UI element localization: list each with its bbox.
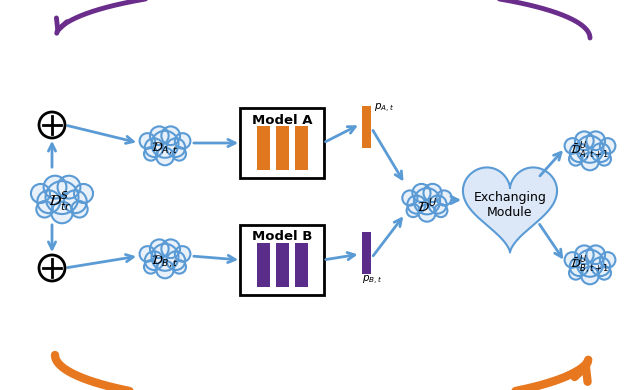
Circle shape <box>175 133 191 149</box>
Circle shape <box>156 261 174 278</box>
FancyBboxPatch shape <box>240 108 324 178</box>
Bar <box>294 243 307 287</box>
Circle shape <box>435 204 447 217</box>
Circle shape <box>412 184 431 202</box>
Circle shape <box>577 250 604 277</box>
Circle shape <box>166 138 185 157</box>
Circle shape <box>600 138 616 154</box>
Text: $\mathcal{D}_{A,t}$: $\mathcal{D}_{A,t}$ <box>151 141 179 157</box>
Circle shape <box>161 126 180 145</box>
Circle shape <box>173 260 186 274</box>
Circle shape <box>161 239 180 258</box>
Circle shape <box>74 184 93 203</box>
Circle shape <box>570 257 588 276</box>
Circle shape <box>39 255 65 281</box>
Circle shape <box>407 195 426 214</box>
Text: $\bar{\mathcal{D}}_{B,t+1}^{U}$: $\bar{\mathcal{D}}_{B,t+1}^{U}$ <box>570 254 609 276</box>
Circle shape <box>429 195 447 214</box>
Circle shape <box>569 266 582 280</box>
Text: $\bar{\mathcal{D}}_{A,t+1}^{U}$: $\bar{\mathcal{D}}_{A,t+1}^{U}$ <box>570 140 609 162</box>
Circle shape <box>145 251 163 270</box>
Circle shape <box>140 133 155 149</box>
Circle shape <box>39 112 65 138</box>
FancyBboxPatch shape <box>240 225 324 295</box>
Circle shape <box>591 144 610 162</box>
Circle shape <box>156 148 174 165</box>
Circle shape <box>577 136 604 163</box>
Bar <box>275 126 289 170</box>
Circle shape <box>152 244 179 271</box>
Circle shape <box>403 190 417 206</box>
Circle shape <box>71 201 88 218</box>
Circle shape <box>44 176 67 199</box>
Bar <box>362 106 371 148</box>
Circle shape <box>436 190 452 206</box>
Text: $p_{B,t}$: $p_{B,t}$ <box>362 273 382 287</box>
Circle shape <box>575 245 594 264</box>
Circle shape <box>150 126 168 145</box>
Text: Model B: Model B <box>252 230 312 243</box>
Circle shape <box>598 152 611 166</box>
Bar <box>362 232 371 274</box>
Circle shape <box>575 131 594 150</box>
Bar <box>294 126 307 170</box>
Circle shape <box>144 260 157 274</box>
Circle shape <box>37 190 60 213</box>
Circle shape <box>564 252 580 268</box>
Circle shape <box>419 204 436 222</box>
Circle shape <box>150 239 168 258</box>
Circle shape <box>145 138 163 157</box>
Circle shape <box>600 252 616 268</box>
Text: $\mathcal{D}^{U}$: $\mathcal{D}^{U}$ <box>417 197 437 215</box>
Circle shape <box>586 131 605 150</box>
Text: $\mathcal{D}_{B,t}$: $\mathcal{D}_{B,t}$ <box>151 254 179 270</box>
Polygon shape <box>463 167 557 252</box>
Bar <box>257 243 269 287</box>
Circle shape <box>570 144 588 162</box>
Circle shape <box>564 138 580 154</box>
Text: $p_{A,t}$: $p_{A,t}$ <box>374 101 394 115</box>
Circle shape <box>140 246 155 262</box>
Circle shape <box>569 152 582 166</box>
Circle shape <box>175 246 191 262</box>
Circle shape <box>36 201 53 218</box>
Circle shape <box>31 184 50 203</box>
Circle shape <box>586 245 605 264</box>
Text: Exchanging
Module: Exchanging Module <box>474 191 547 219</box>
Circle shape <box>581 152 599 170</box>
Circle shape <box>166 251 185 270</box>
Circle shape <box>581 267 599 284</box>
Circle shape <box>591 257 610 276</box>
Bar <box>257 126 269 170</box>
Bar <box>275 243 289 287</box>
Text: $\mathcal{D}_{tr}^{S}$: $\mathcal{D}_{tr}^{S}$ <box>48 190 72 213</box>
Circle shape <box>58 176 81 199</box>
Circle shape <box>173 147 186 161</box>
Circle shape <box>424 184 442 202</box>
Text: Model A: Model A <box>252 113 312 126</box>
Circle shape <box>152 131 179 158</box>
Circle shape <box>144 147 157 161</box>
Circle shape <box>598 266 611 280</box>
Circle shape <box>406 204 420 217</box>
Circle shape <box>414 188 440 214</box>
Circle shape <box>51 202 73 223</box>
Circle shape <box>45 181 79 214</box>
Circle shape <box>64 190 86 213</box>
